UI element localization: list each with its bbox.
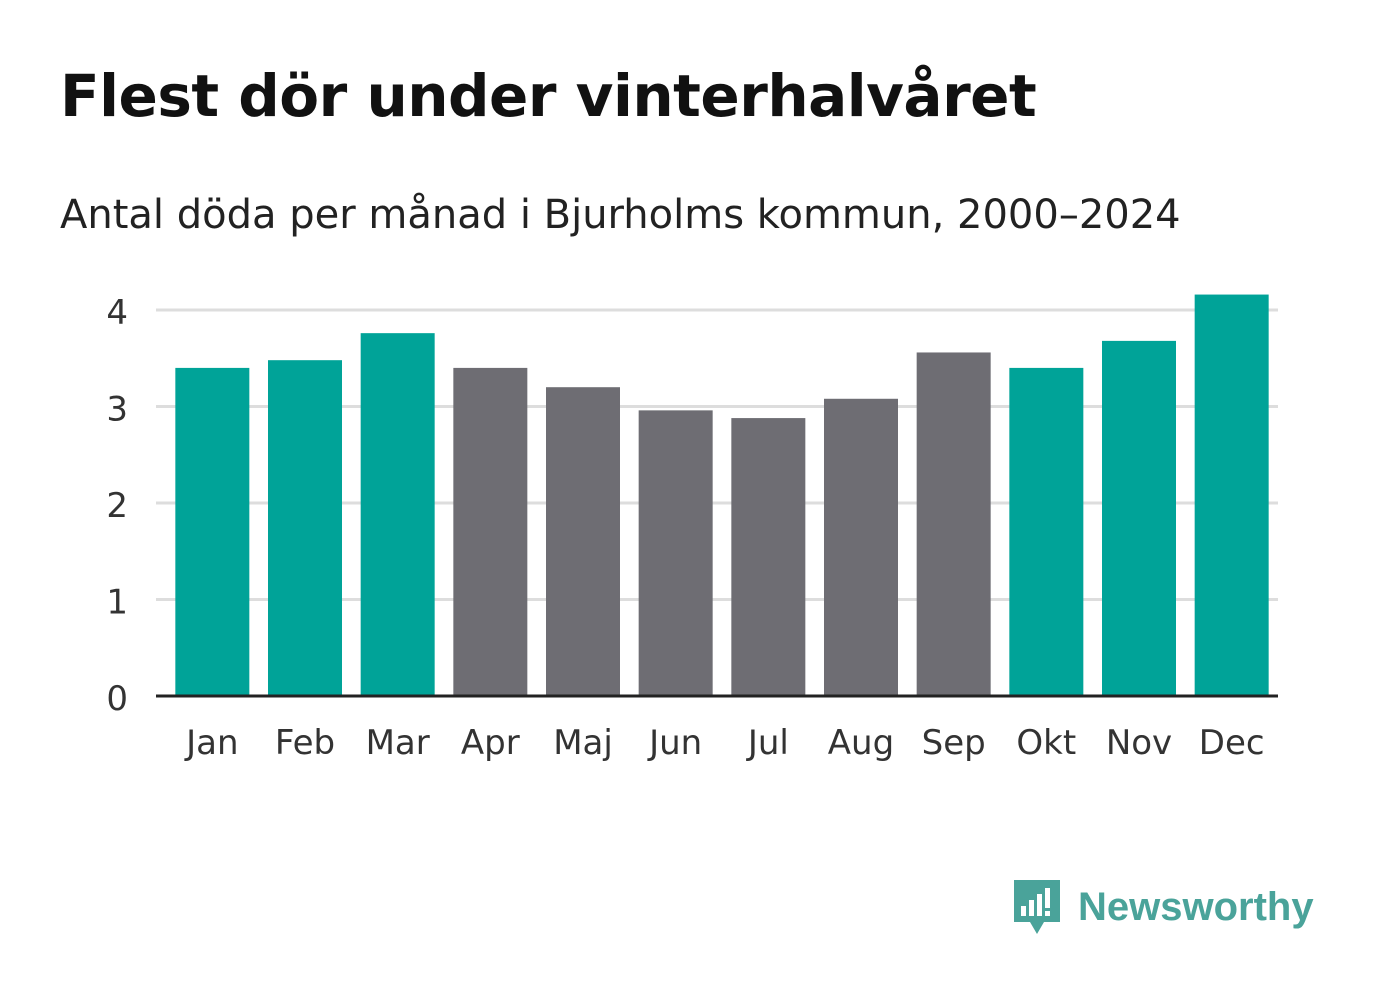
- chart-subtitle: Antal döda per månad i Bjurholms kommun,…: [60, 192, 1181, 238]
- y-tick-label: 1: [106, 583, 128, 623]
- y-tick-label: 4: [106, 293, 128, 333]
- x-tick-label: Feb: [275, 723, 335, 763]
- x-tick-label: Aug: [828, 723, 894, 763]
- x-tick-label: Sep: [922, 723, 986, 763]
- x-tick-label: Jun: [647, 723, 702, 763]
- brand-logo: Newsworthy: [1010, 876, 1314, 938]
- bar-sep: [916, 352, 991, 696]
- y-tick-label: 2: [106, 486, 128, 526]
- chart-title: Flest dör under vinterhalvåret: [60, 62, 1037, 130]
- bar-jan: [175, 367, 250, 696]
- bar-maj: [546, 387, 620, 696]
- bar-jul: [731, 418, 806, 696]
- x-tick-label: Jan: [184, 723, 238, 763]
- bar-dec: [1194, 294, 1269, 696]
- x-tick-label: Mar: [366, 723, 430, 763]
- bar-chart: 0 1 2 3 4 Jan Feb Mar Apr Maj Jun Jul Aug Sep Okt Nov De…: [106, 293, 1278, 763]
- x-tick-label: Jul: [746, 723, 789, 763]
- y-tick-label: 3: [106, 390, 128, 430]
- bar-nov: [1102, 340, 1176, 696]
- x-tick-label: Maj: [553, 723, 613, 763]
- bar-mar: [360, 333, 435, 696]
- bar-jun: [638, 410, 713, 696]
- x-tick-label: Nov: [1106, 723, 1172, 763]
- bar-aug: [824, 398, 898, 696]
- y-tick-label: 0: [106, 679, 128, 719]
- x-tick-label: Apr: [461, 723, 520, 763]
- bar-apr: [453, 367, 528, 696]
- brand-name: Newsworthy: [1078, 884, 1314, 929]
- bar-feb: [268, 360, 342, 696]
- x-tick-label: Okt: [1016, 723, 1076, 763]
- bar-chart-speech-icon: [1014, 880, 1060, 934]
- x-tick-label: Dec: [1199, 723, 1265, 763]
- bar-okt: [1009, 367, 1084, 696]
